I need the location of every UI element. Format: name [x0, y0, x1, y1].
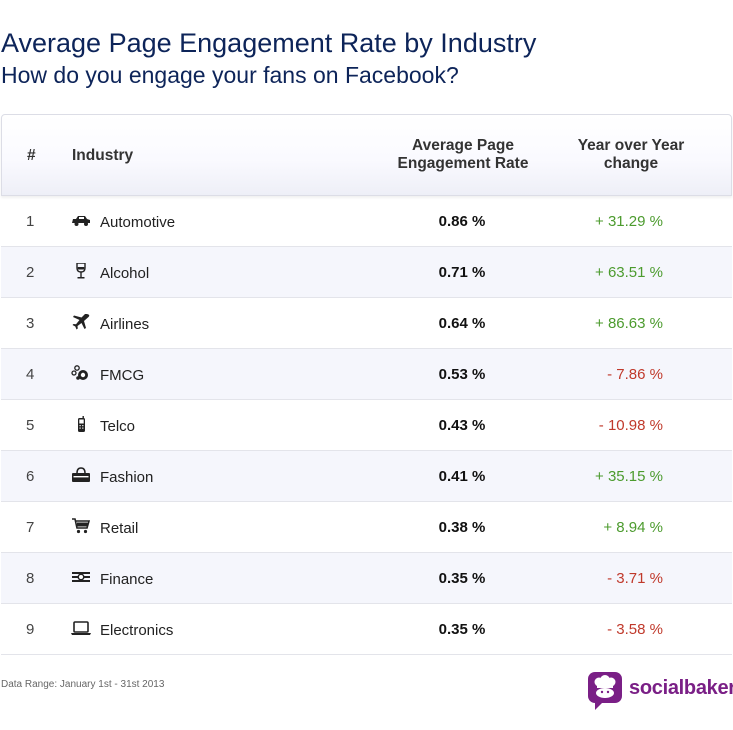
row-rank: 2 — [26, 264, 35, 281]
data-range-note: Data Range: January 1st - 31st 2013 — [1, 679, 165, 690]
header-industry: Industry — [72, 147, 134, 164]
row-industry: Telco — [100, 418, 136, 435]
row-engagement-rate: 0.43 % — [438, 417, 486, 434]
table-row: 6 Fashion 0.41 % + 35.15 % — [1, 451, 732, 502]
engagement-table: # Industry Average Page Engagement Rate … — [1, 114, 732, 655]
row-engagement-rate: 0.35 % — [438, 621, 486, 638]
row-engagement-rate: 0.71 % — [438, 264, 486, 281]
table-body: 1 Automotive 0.86 % + 31.29 % 2 Alcohol 0.71 %… — [1, 196, 732, 655]
laptop-icon — [71, 620, 91, 636]
row-rank: 6 — [26, 468, 35, 485]
row-engagement-rate: 0.86 % — [438, 213, 486, 230]
wine-glass-icon — [71, 263, 91, 279]
row-yoy-change: - 3.58 % — [607, 621, 663, 638]
table-row: 8 Finance 0.35 % - 3.71 % — [1, 553, 732, 604]
brand-name: socialbakers — [629, 677, 733, 699]
row-yoy-change: + 86.63 % — [595, 315, 663, 332]
row-engagement-rate: 0.38 % — [438, 519, 486, 536]
row-yoy-change: + 8.94 % — [603, 519, 663, 536]
table-row: 9 Electronics 0.35 % - 3.58 % — [1, 604, 732, 655]
chart-title: Average Page Engagement Rate by Industry — [1, 28, 537, 58]
socialbakers-logo: socialbakers — [587, 671, 733, 711]
row-industry: Electronics — [100, 622, 174, 639]
row-yoy-change: + 31.29 % — [595, 213, 663, 230]
phone-icon — [71, 416, 91, 432]
row-rank: 3 — [26, 315, 35, 332]
cart-icon — [71, 518, 91, 534]
row-yoy-change: + 63.51 % — [595, 264, 663, 281]
row-industry: Finance — [100, 571, 154, 588]
car-icon — [71, 212, 91, 228]
row-yoy-change: - 3.71 % — [607, 570, 663, 587]
row-rank: 5 — [26, 417, 35, 434]
header-rank: # — [27, 147, 36, 164]
row-industry: Airlines — [100, 316, 150, 333]
airplane-icon — [71, 314, 91, 330]
row-rank: 4 — [26, 366, 35, 383]
row-industry: FMCG — [100, 367, 145, 384]
row-engagement-rate: 0.64 % — [438, 315, 486, 332]
row-rank: 8 — [26, 570, 35, 587]
table-row: 5 Telco 0.43 % - 10.98 % — [1, 400, 732, 451]
row-engagement-rate: 0.53 % — [438, 366, 486, 383]
header-engagement-rate: Average Page Engagement Rate — [397, 137, 529, 172]
table-row: 3 Airlines 0.64 % + 86.63 % — [1, 298, 732, 349]
row-industry: Alcohol — [100, 265, 150, 282]
money-icon — [71, 569, 91, 585]
row-industry: Fashion — [100, 469, 154, 486]
chef-logo-icon — [588, 672, 622, 710]
row-rank: 1 — [26, 213, 35, 230]
row-industry: Automotive — [100, 214, 176, 231]
header-year-over-year: Year over Year change — [577, 137, 685, 172]
bubbles-icon — [71, 365, 91, 381]
row-yoy-change: + 35.15 % — [595, 468, 663, 485]
table-header: # Industry Average Page Engagement Rate … — [1, 114, 732, 196]
row-rank: 9 — [26, 621, 35, 638]
table-row: 1 Automotive 0.86 % + 31.29 % — [1, 196, 732, 247]
bag-icon — [71, 467, 91, 483]
table-row: 2 Alcohol 0.71 % + 63.51 % — [1, 247, 732, 298]
table-row: 7 Retail 0.38 % + 8.94 % — [1, 502, 732, 553]
row-rank: 7 — [26, 519, 35, 536]
chart-subtitle: How do you engage your fans on Facebook? — [1, 62, 459, 88]
row-yoy-change: - 7.86 % — [607, 366, 663, 383]
row-engagement-rate: 0.35 % — [438, 570, 486, 587]
table-row: 4 FMCG 0.53 % - 7.86 % — [1, 349, 732, 400]
row-yoy-change: - 10.98 % — [598, 417, 663, 434]
row-industry: Retail — [100, 520, 139, 537]
row-engagement-rate: 0.41 % — [438, 468, 486, 485]
